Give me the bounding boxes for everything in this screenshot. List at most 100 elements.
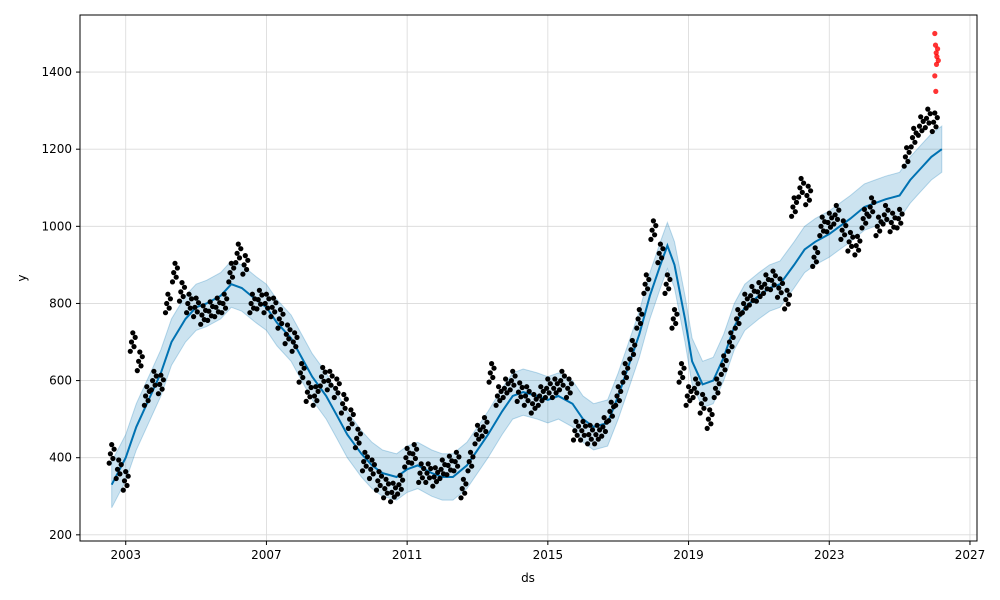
observed-point <box>894 225 900 231</box>
observed-point <box>683 402 689 408</box>
observed-point <box>384 490 390 496</box>
observed-point <box>801 180 807 186</box>
observed-point <box>614 393 620 399</box>
observed-point <box>469 463 475 469</box>
x-axis-title: ds <box>521 571 535 585</box>
observed-point <box>106 460 112 466</box>
observed-point <box>411 442 417 448</box>
observed-point <box>770 268 776 274</box>
observed-point <box>628 347 634 353</box>
observed-point <box>503 376 509 382</box>
observed-point <box>165 291 171 297</box>
observed-point <box>905 158 911 165</box>
observed-point <box>259 292 265 298</box>
observed-point <box>934 115 940 121</box>
observed-point <box>241 262 247 268</box>
observed-point <box>438 466 444 472</box>
observed-point <box>328 382 334 388</box>
observed-point <box>364 454 370 460</box>
observed-point <box>854 233 861 239</box>
observed-point <box>629 337 635 344</box>
observed-point <box>556 387 563 393</box>
observed-point <box>735 307 741 313</box>
observed-point <box>395 491 401 497</box>
observed-point <box>123 469 129 475</box>
observed-point <box>812 245 818 251</box>
observed-point <box>397 472 403 478</box>
observed-point <box>519 384 525 391</box>
observed-point <box>758 284 765 290</box>
observed-point <box>136 358 142 364</box>
observed-point <box>418 461 424 467</box>
observed-point <box>157 381 163 387</box>
observed-point <box>643 272 649 278</box>
observed-point <box>373 487 380 493</box>
observed-point <box>428 465 434 472</box>
observed-point <box>825 219 831 226</box>
observed-point <box>159 386 165 392</box>
observed-point <box>741 300 747 307</box>
observed-point <box>403 455 409 461</box>
observed-point <box>732 325 738 331</box>
observed-point <box>277 307 284 313</box>
observed-point <box>570 437 577 443</box>
observed-point <box>817 233 823 239</box>
observed-point <box>625 365 631 371</box>
observed-point <box>306 380 312 386</box>
observed-point <box>634 325 640 331</box>
x-tick-label: 2003 <box>110 548 141 562</box>
observed-point <box>567 390 573 396</box>
observed-point <box>473 432 479 438</box>
observed-point <box>581 432 587 438</box>
observed-point <box>416 479 422 485</box>
observed-point <box>143 393 149 399</box>
observed-point <box>522 393 529 399</box>
outlier-point <box>935 57 941 64</box>
observed-point <box>345 425 351 431</box>
observed-point <box>176 298 183 304</box>
observed-point <box>850 234 856 240</box>
observed-point <box>884 216 890 222</box>
observed-point <box>114 466 121 472</box>
observed-point <box>504 390 510 396</box>
observed-point <box>132 334 138 340</box>
observed-point <box>444 472 450 478</box>
y-tick-label: 1000 <box>41 219 72 233</box>
observed-point <box>124 482 130 489</box>
observed-point <box>110 455 116 462</box>
observed-point <box>784 287 790 293</box>
observed-point <box>109 442 115 448</box>
observed-point <box>301 365 307 371</box>
plot-frame <box>79 14 978 542</box>
observed-point <box>185 300 191 307</box>
observed-point <box>726 339 733 345</box>
observed-point <box>693 376 699 382</box>
observed-point <box>191 314 197 320</box>
observed-point <box>694 390 700 396</box>
observed-point <box>885 207 891 213</box>
y-axis-title: y <box>15 274 29 281</box>
observed-point <box>792 209 798 215</box>
observed-point <box>767 287 774 293</box>
observed-point <box>856 247 862 253</box>
observed-point <box>728 330 734 336</box>
observed-point <box>840 218 846 224</box>
observed-point <box>613 402 619 408</box>
observed-point <box>832 212 838 218</box>
observed-point <box>589 427 596 433</box>
observed-point <box>748 293 754 299</box>
observed-point <box>632 342 638 348</box>
observed-point <box>355 426 361 432</box>
observed-point <box>563 394 570 401</box>
observed-point <box>535 402 541 408</box>
observed-point <box>882 202 889 209</box>
observed-point <box>479 433 485 439</box>
observed-point <box>621 370 627 376</box>
observed-point <box>390 480 396 486</box>
observed-point <box>293 344 299 350</box>
observed-point <box>340 401 346 407</box>
observed-point <box>258 301 264 307</box>
observed-point <box>756 280 762 286</box>
observed-point <box>630 351 637 357</box>
outlier-point <box>935 46 941 52</box>
